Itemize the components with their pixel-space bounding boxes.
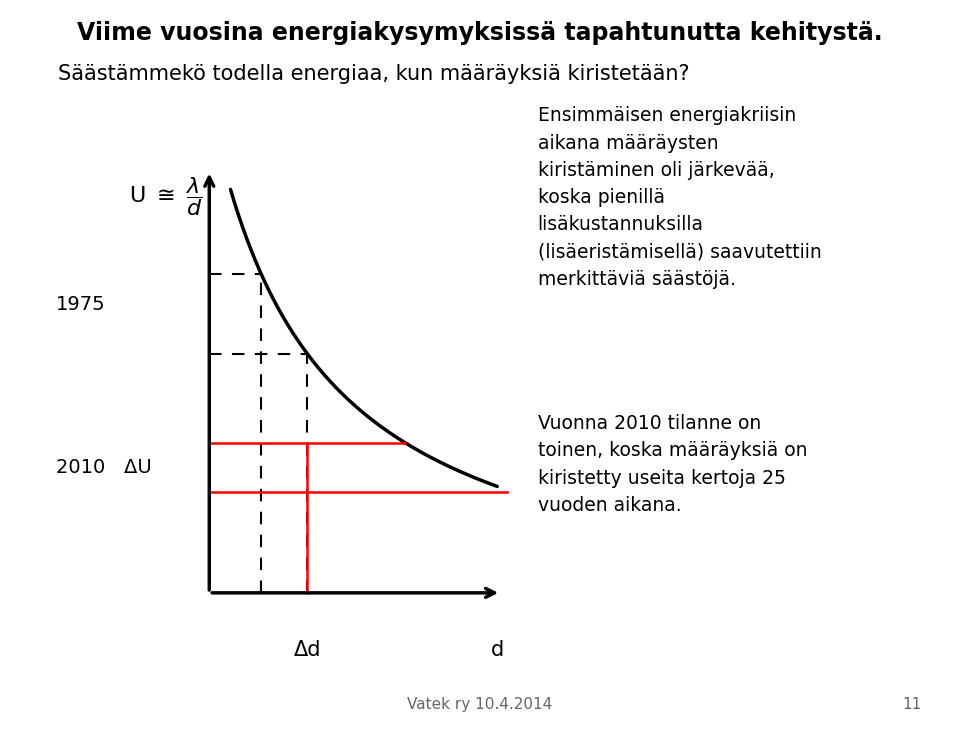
Text: 11: 11 <box>902 698 922 712</box>
Text: Vatek ry 10.4.2014: Vatek ry 10.4.2014 <box>407 698 553 712</box>
Text: d: d <box>491 640 504 660</box>
Text: Viime vuosina energiakysymyksissä tapahtunutta kehitystä.: Viime vuosina energiakysymyksissä tapaht… <box>77 21 883 45</box>
Text: Säästämmekö todella energiaa, kun määräyksiä kiristetään?: Säästämmekö todella energiaa, kun määräy… <box>58 64 689 84</box>
Text: 2010   ΔU: 2010 ΔU <box>56 458 152 477</box>
Text: Vuonna 2010 tilanne on
toinen, koska määräyksiä on
kiristetty useita kertoja 25
: Vuonna 2010 tilanne on toinen, koska mää… <box>538 414 807 515</box>
Text: Ensimmäisen energiakriisin
aikana määräysten
kiristäminen oli järkevää,
koska pi: Ensimmäisen energiakriisin aikana määräy… <box>538 106 822 289</box>
Text: 1975: 1975 <box>56 295 106 314</box>
Text: Δd: Δd <box>294 640 321 660</box>
Text: U $\cong$ $\dfrac{\lambda}{d}$: U $\cong$ $\dfrac{\lambda}{d}$ <box>129 175 203 218</box>
